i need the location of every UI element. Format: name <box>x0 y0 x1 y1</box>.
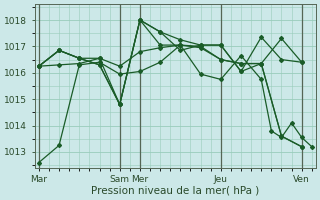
X-axis label: Pression niveau de la mer( hPa ): Pression niveau de la mer( hPa ) <box>91 186 260 196</box>
